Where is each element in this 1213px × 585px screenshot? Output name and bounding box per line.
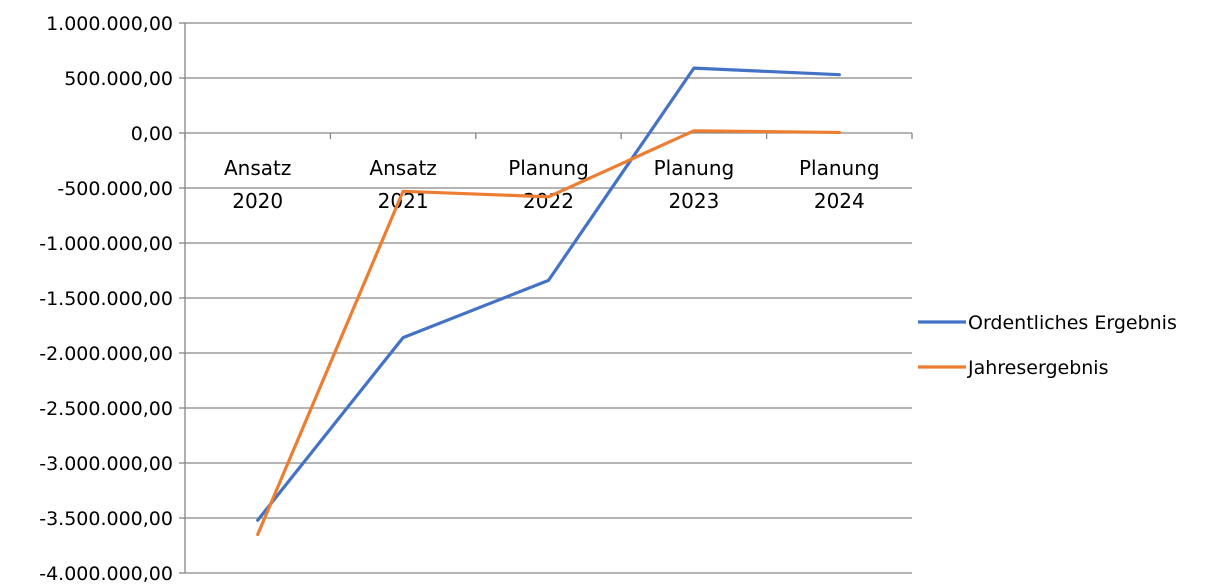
y-tick-label: -2.500.000,00 bbox=[39, 398, 173, 420]
x-axis bbox=[184, 132, 913, 139]
y-tick-label: -4.000.000,00 bbox=[39, 563, 173, 585]
series-line bbox=[256, 129, 841, 537]
y-tick-label: -500.000,00 bbox=[57, 178, 173, 200]
category-label: Planung 2022 bbox=[508, 156, 589, 213]
category-label: Ansatz 2021 bbox=[369, 156, 436, 213]
y-tick-label: -2.000.000,00 bbox=[39, 343, 173, 365]
category-label-line: 2022 bbox=[523, 189, 574, 213]
y-axis bbox=[179, 22, 186, 574]
legend: Ordentliches Ergebnis Jahresergebnis bbox=[918, 312, 1177, 379]
category-label-line: 2024 bbox=[814, 189, 865, 213]
category-labels: Ansatz 2020 Ansatz 2021 Planung 2022 Planung 20… bbox=[224, 156, 880, 213]
category-label-line: Planung bbox=[508, 156, 589, 180]
category-label-line: 2023 bbox=[668, 189, 719, 213]
category-label-line: Ansatz bbox=[224, 156, 291, 180]
category-label: Planung 2024 bbox=[799, 156, 880, 213]
category-label-line: Planung bbox=[654, 156, 735, 180]
y-tick-label: -1.000.000,00 bbox=[39, 233, 173, 255]
category-label: Planung 2023 bbox=[654, 156, 735, 213]
series-lines bbox=[256, 66, 841, 537]
category-label-line: Ansatz bbox=[369, 156, 436, 180]
y-tick-label: -1.500.000,00 bbox=[39, 288, 173, 310]
y-tick-label: 0,00 bbox=[131, 123, 173, 145]
y-tick-label: -3.000.000,00 bbox=[39, 453, 173, 475]
category-label-line: Planung bbox=[799, 156, 880, 180]
category-label: Ansatz 2020 bbox=[224, 156, 291, 213]
series-line bbox=[256, 66, 841, 522]
legend-label: Ordentliches Ergebnis bbox=[968, 312, 1177, 334]
gridlines bbox=[185, 22, 912, 574]
y-tick-labels: 1.000.000,00 500.000,00 0,00 -500.000,00 -1.… bbox=[39, 13, 173, 585]
y-tick-label: 500.000,00 bbox=[64, 68, 173, 90]
legend-label: Jahresergebnis bbox=[967, 357, 1108, 379]
category-label-line: 2020 bbox=[232, 189, 283, 213]
y-tick-label: 1.000.000,00 bbox=[46, 13, 173, 35]
y-tick-label: -3.500.000,00 bbox=[39, 508, 173, 530]
